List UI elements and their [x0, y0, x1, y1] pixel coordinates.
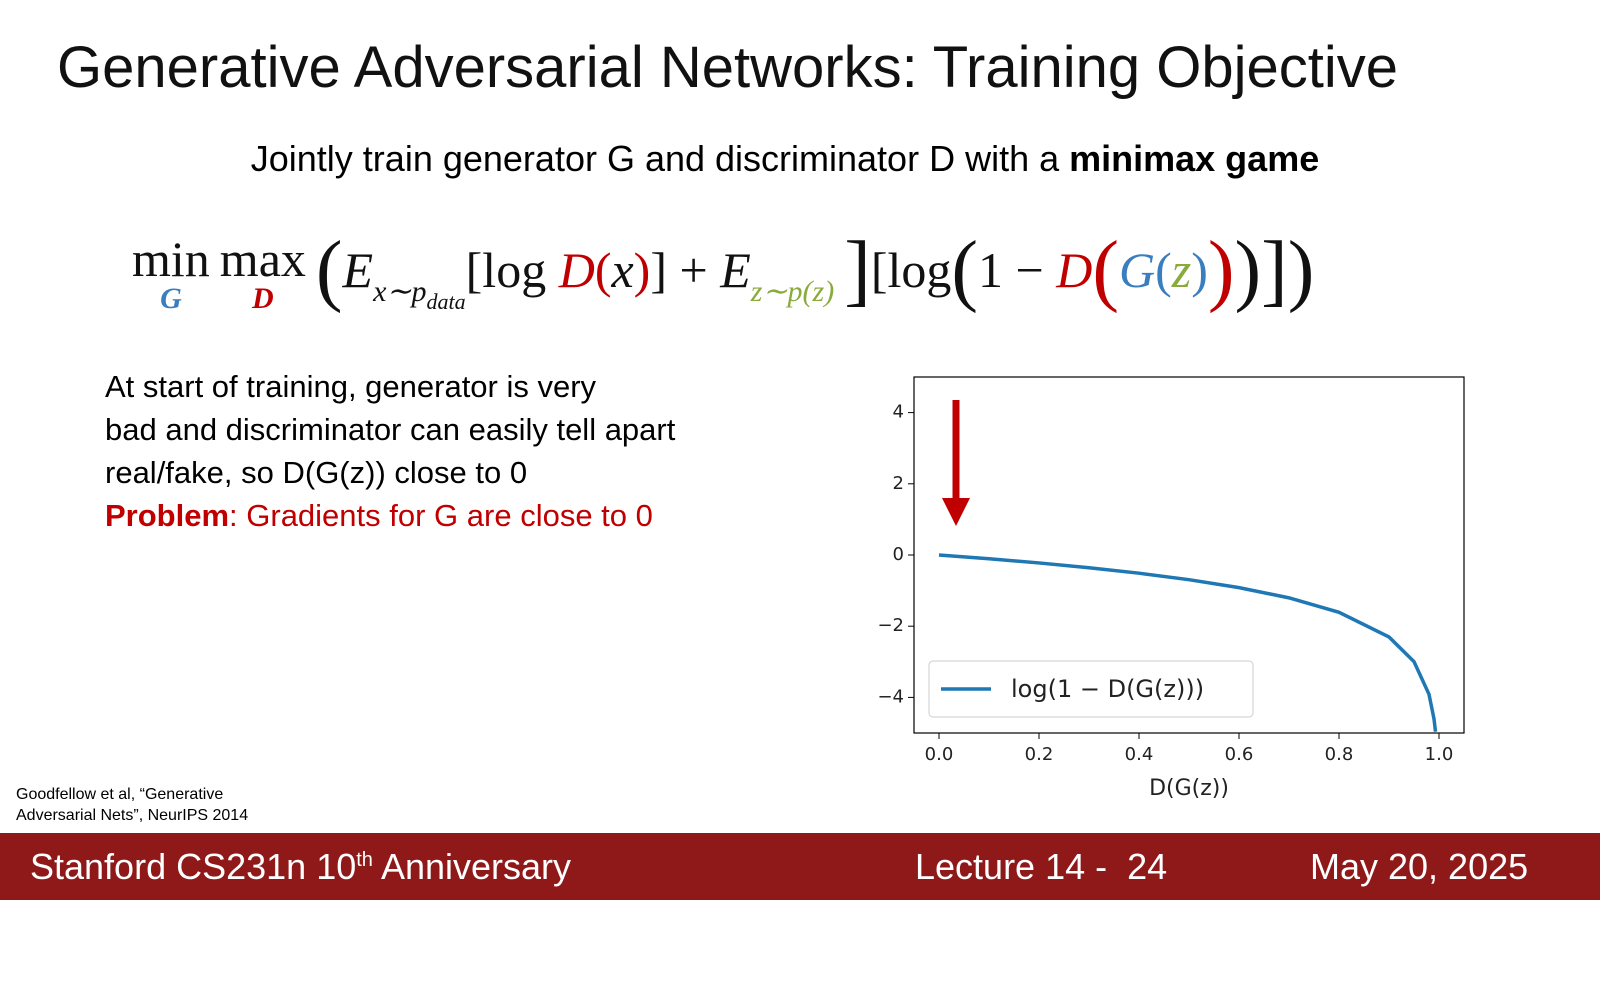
- course-sup: th: [356, 849, 373, 871]
- citation-line: Adversarial Nets”, NeurIPS 2014: [16, 807, 249, 824]
- subtitle: Jointly train generator G and discrimina…: [0, 138, 1570, 180]
- eq-part: ]: [844, 226, 871, 314]
- problem-text: : Gradients for G are close to 0: [229, 498, 653, 533]
- body-line: real/fake, so D(G(z)) close to 0: [105, 455, 528, 490]
- max-op: max D: [219, 230, 306, 315]
- y-tick-label: 2: [893, 473, 904, 494]
- eq-part: E: [342, 242, 374, 298]
- eq-part: D: [1056, 242, 1093, 298]
- eq-part: ): [1191, 242, 1208, 298]
- body-line: At start of training, generator is very: [105, 369, 597, 404]
- eq-part: 1 −: [978, 242, 1057, 298]
- eq-part: G: [1118, 242, 1156, 298]
- eq-part: ] +: [650, 242, 721, 298]
- problem-label: Problem: [105, 498, 230, 533]
- x-tick-label: 0.0: [925, 744, 954, 765]
- subtitle-text: Jointly train generator G and discrimina…: [250, 138, 1070, 179]
- eq-part: z∼p(z): [750, 275, 835, 308]
- lecture: Lecture 14 - 24: [915, 846, 1168, 887]
- x-axis-label: D(G(z)): [1149, 776, 1229, 801]
- eq-part: [log: [465, 242, 559, 298]
- body-line: bad and discriminator can easily tell ap…: [105, 412, 676, 447]
- legend-box: [928, 660, 1254, 718]
- eq-part: data: [426, 289, 466, 314]
- eq-part: (: [594, 242, 612, 298]
- eq-part: (: [951, 226, 979, 314]
- date: May 20, 2025: [1310, 846, 1529, 887]
- eq-part: ]: [1261, 226, 1288, 314]
- eq-part: ): [1207, 226, 1235, 314]
- course-end: Anniversary: [372, 846, 572, 887]
- min-under: G: [160, 282, 182, 315]
- problem-line: Problem: Gradients for G are close to 0: [105, 494, 675, 537]
- slide: Generative Adversarial Networks: Trainin…: [0, 35, 1600, 900]
- x-tick-label: 0.6: [1225, 744, 1254, 765]
- slide-title: Generative Adversarial Networks: Trainin…: [57, 35, 1399, 100]
- footer: Stanford CS231n 10th Anniversary Lecture…: [0, 833, 1600, 900]
- eq-part: [log: [870, 242, 952, 298]
- course: Stanford CS231n 10th Anniversary: [30, 846, 571, 888]
- y-tick-label: −4: [877, 686, 904, 707]
- min-op: min G: [132, 230, 210, 315]
- max-under: D: [252, 282, 274, 315]
- y-tick-label: 4: [893, 402, 904, 423]
- course-name: Stanford CS231n 10: [30, 846, 357, 887]
- y-tick-label: −2: [877, 615, 904, 636]
- eq-part: (: [315, 226, 343, 314]
- eq-part: ): [1234, 226, 1262, 314]
- eq-part: (: [1092, 226, 1119, 314]
- citation-line: Goodfellow et al, “Generative: [16, 786, 224, 803]
- data-line: [938, 553, 1438, 732]
- eq-part: (: [1155, 242, 1172, 298]
- x-tick-label: 1.0: [1425, 744, 1454, 765]
- eq-part: D: [558, 242, 595, 298]
- x-tick-label: 0.4: [1125, 744, 1154, 765]
- eq-part: x: [611, 242, 634, 298]
- equation: min G max D ( E x∼p data [log D ( x ) ] + …: [132, 225, 1314, 315]
- max: max: [219, 231, 306, 287]
- citation: Goodfellow et al, “Generative Adversarial…: [16, 784, 248, 826]
- min: min: [132, 231, 210, 287]
- subtitle-bold: minimax game: [1069, 138, 1320, 179]
- body-text: At start of training, generator is very b…: [105, 365, 675, 537]
- eq-part: E: [720, 242, 751, 298]
- eq-part: x∼p: [373, 275, 427, 308]
- eq-part: ): [1287, 226, 1315, 314]
- y-tick-label: 0: [893, 544, 904, 565]
- eq-part: z: [1171, 242, 1192, 298]
- x-tick-label: 0.8: [1325, 744, 1354, 765]
- chart: 0.0 0.2 0.4 0.6 0.8 1.0 −4 −2 0 2 4 D(G(z)) log(1 − …: [877, 376, 1465, 801]
- eq-part: ): [633, 242, 651, 298]
- legend-label: log(1 − D(G(z))): [1011, 675, 1204, 703]
- x-tick-label: 0.2: [1025, 744, 1054, 765]
